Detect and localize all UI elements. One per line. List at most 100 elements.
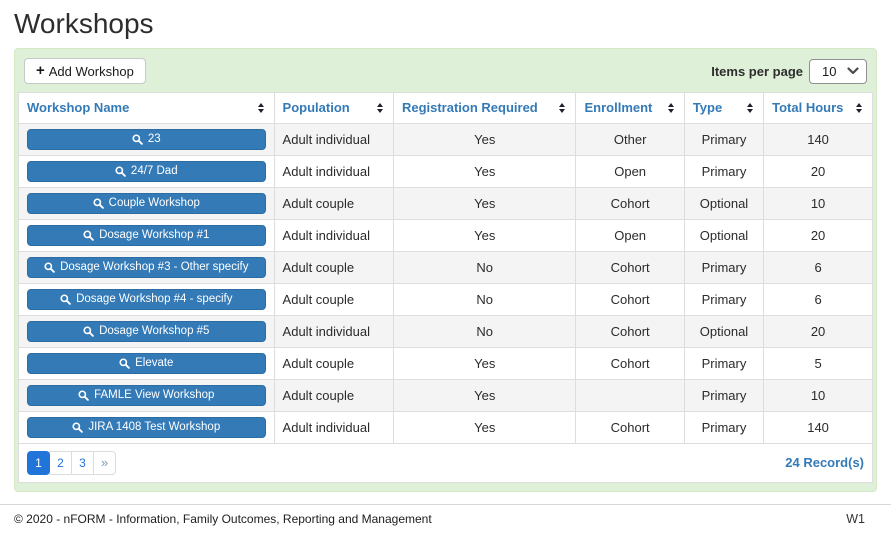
workshop-name: Dosage Workshop #3 - Other specify bbox=[60, 261, 249, 273]
cell-type: Primary bbox=[683, 122, 765, 156]
column-label: Registration Required bbox=[401, 100, 538, 116]
cell-population: Adult couple bbox=[273, 346, 394, 380]
workshop-link-button[interactable]: FAMLE View Workshop bbox=[27, 384, 266, 406]
workshop-name: Elevate bbox=[135, 357, 174, 369]
cell-enrollment: Cohort bbox=[575, 282, 685, 316]
pagination-page-1[interactable]: 1 bbox=[27, 450, 50, 475]
cell-type: Primary bbox=[683, 250, 765, 284]
cell-population: Adult couple bbox=[273, 250, 394, 284]
table-row: Dosage Workshop #1 Adult individual Yes Ope… bbox=[19, 218, 872, 252]
cell-enrollment: Open bbox=[575, 218, 685, 252]
search-icon bbox=[83, 325, 94, 337]
search-icon bbox=[119, 357, 130, 369]
cell-total-hours: 140 bbox=[763, 410, 872, 444]
cell-population: Adult couple bbox=[273, 378, 394, 412]
footer: © 2020 - nFORM - Information, Family Out… bbox=[0, 505, 891, 526]
workshop-link-button[interactable]: 24/7 Dad bbox=[27, 160, 266, 182]
table-row: JIRA 1408 Test Workshop Adult individual Y… bbox=[19, 410, 872, 444]
column-header-registration-required[interactable]: Registration Required bbox=[392, 93, 577, 124]
cell-total-hours: 6 bbox=[763, 250, 872, 284]
column-header-total-hours[interactable]: Total Hours bbox=[763, 93, 872, 124]
workshop-link-button[interactable]: JIRA 1408 Test Workshop bbox=[27, 416, 266, 438]
footer-divider bbox=[0, 503, 891, 505]
page-title: Workshops bbox=[14, 8, 154, 39]
workshop-name: 23 bbox=[147, 133, 161, 145]
cell-type: Primary bbox=[683, 282, 765, 316]
workshop-name: Couple Workshop bbox=[108, 197, 200, 209]
workshop-name: 24/7 Dad bbox=[130, 165, 178, 177]
cell-registration-required: Yes bbox=[392, 410, 577, 444]
workshop-name: JIRA 1408 Test Workshop bbox=[88, 421, 221, 433]
cell-enrollment: Cohort bbox=[575, 186, 685, 220]
workshop-link-button[interactable]: Dosage Workshop #1 bbox=[27, 224, 266, 246]
table-row: FAMLE View Workshop Adult couple Yes Primar… bbox=[19, 378, 872, 412]
search-icon bbox=[44, 261, 55, 273]
workshop-link-button[interactable]: Dosage Workshop #4 - specify bbox=[27, 288, 266, 310]
search-icon bbox=[115, 165, 126, 177]
cell-enrollment: Cohort bbox=[575, 410, 685, 444]
column-label: Type bbox=[692, 100, 723, 116]
sort-icon[interactable] bbox=[854, 101, 864, 115]
workshop-link-button[interactable]: 23 bbox=[27, 128, 266, 150]
cell-registration-required: Yes bbox=[392, 122, 577, 156]
cell-total-hours: 140 bbox=[763, 122, 872, 156]
column-header-workshop-name[interactable]: Workshop Name bbox=[19, 93, 275, 124]
cell-type: Primary bbox=[683, 346, 765, 380]
cell-population: Adult individual bbox=[273, 218, 394, 252]
table-row: Dosage Workshop #5 Adult individual No Coho… bbox=[19, 314, 872, 348]
search-icon bbox=[72, 421, 84, 433]
sort-icon[interactable] bbox=[666, 101, 676, 115]
column-label: Total Hours bbox=[772, 100, 844, 116]
table-header-row: Workshop Name Population Registration Requ… bbox=[19, 93, 872, 124]
items-per-page-select[interactable]: 10 bbox=[809, 58, 867, 84]
cell-population: Adult individual bbox=[273, 410, 394, 444]
sort-icon[interactable] bbox=[256, 101, 266, 115]
cell-population: Adult couple bbox=[273, 282, 394, 316]
toolbar: + Add Workshop Items per page 10 bbox=[15, 49, 876, 92]
cell-type: Optional bbox=[683, 218, 765, 252]
cell-type: Primary bbox=[683, 154, 765, 188]
table-row: Dosage Workshop #4 - specify Adult couple… bbox=[19, 282, 872, 316]
workshop-link-button[interactable]: Couple Workshop bbox=[27, 192, 266, 214]
table-row: 23 Adult individual Yes Other Primary 140 bbox=[19, 122, 872, 156]
sort-icon[interactable] bbox=[557, 101, 567, 115]
chevron-down-icon bbox=[847, 67, 859, 75]
cell-population: Adult individual bbox=[273, 314, 394, 348]
cell-enrollment: Open bbox=[575, 154, 685, 188]
cell-total-hours: 10 bbox=[763, 186, 872, 220]
workshop-link-button[interactable]: Dosage Workshop #3 - Other specify bbox=[27, 256, 266, 278]
items-per-page-label: Items per page bbox=[711, 63, 803, 79]
search-icon bbox=[132, 133, 143, 145]
cell-type: Optional bbox=[683, 314, 765, 348]
column-header-population[interactable]: Population bbox=[273, 93, 394, 124]
cell-enrollment bbox=[575, 378, 685, 412]
column-header-enrollment[interactable]: Enrollment bbox=[575, 93, 685, 124]
items-per-page: Items per page 10 bbox=[711, 58, 867, 84]
search-icon bbox=[83, 229, 94, 241]
pagination-page-3[interactable]: 3 bbox=[71, 450, 94, 475]
workshop-link-button[interactable]: Elevate bbox=[27, 352, 266, 374]
cell-total-hours: 6 bbox=[763, 282, 872, 316]
cell-total-hours: 20 bbox=[763, 218, 872, 252]
footer-page-code: W1 bbox=[846, 511, 865, 526]
workshop-link-button[interactable]: Dosage Workshop #5 bbox=[27, 320, 266, 342]
add-workshop-button[interactable]: + Add Workshop bbox=[24, 58, 146, 84]
search-icon bbox=[78, 389, 89, 401]
search-icon bbox=[60, 293, 71, 305]
cell-type: Primary bbox=[683, 378, 765, 412]
cell-type: Primary bbox=[683, 410, 765, 444]
cell-registration-required: Yes bbox=[392, 346, 577, 380]
pagination-page-2[interactable]: 2 bbox=[49, 450, 72, 475]
sort-icon[interactable] bbox=[745, 101, 755, 115]
pagination-next[interactable]: » bbox=[93, 450, 117, 475]
cell-registration-required: Yes bbox=[392, 378, 577, 412]
cell-total-hours: 20 bbox=[763, 154, 872, 188]
pager-row: 1 2 3» 24 Record(s) bbox=[19, 443, 872, 482]
workshop-name: Dosage Workshop #1 bbox=[99, 229, 210, 241]
sort-icon[interactable] bbox=[375, 101, 385, 115]
workshop-name: Dosage Workshop #4 - specify bbox=[76, 293, 233, 305]
column-header-type[interactable]: Type bbox=[683, 93, 765, 124]
cell-population: Adult individual bbox=[273, 122, 394, 156]
workshops-table: Workshop Name Population Registration Requ… bbox=[19, 93, 872, 444]
